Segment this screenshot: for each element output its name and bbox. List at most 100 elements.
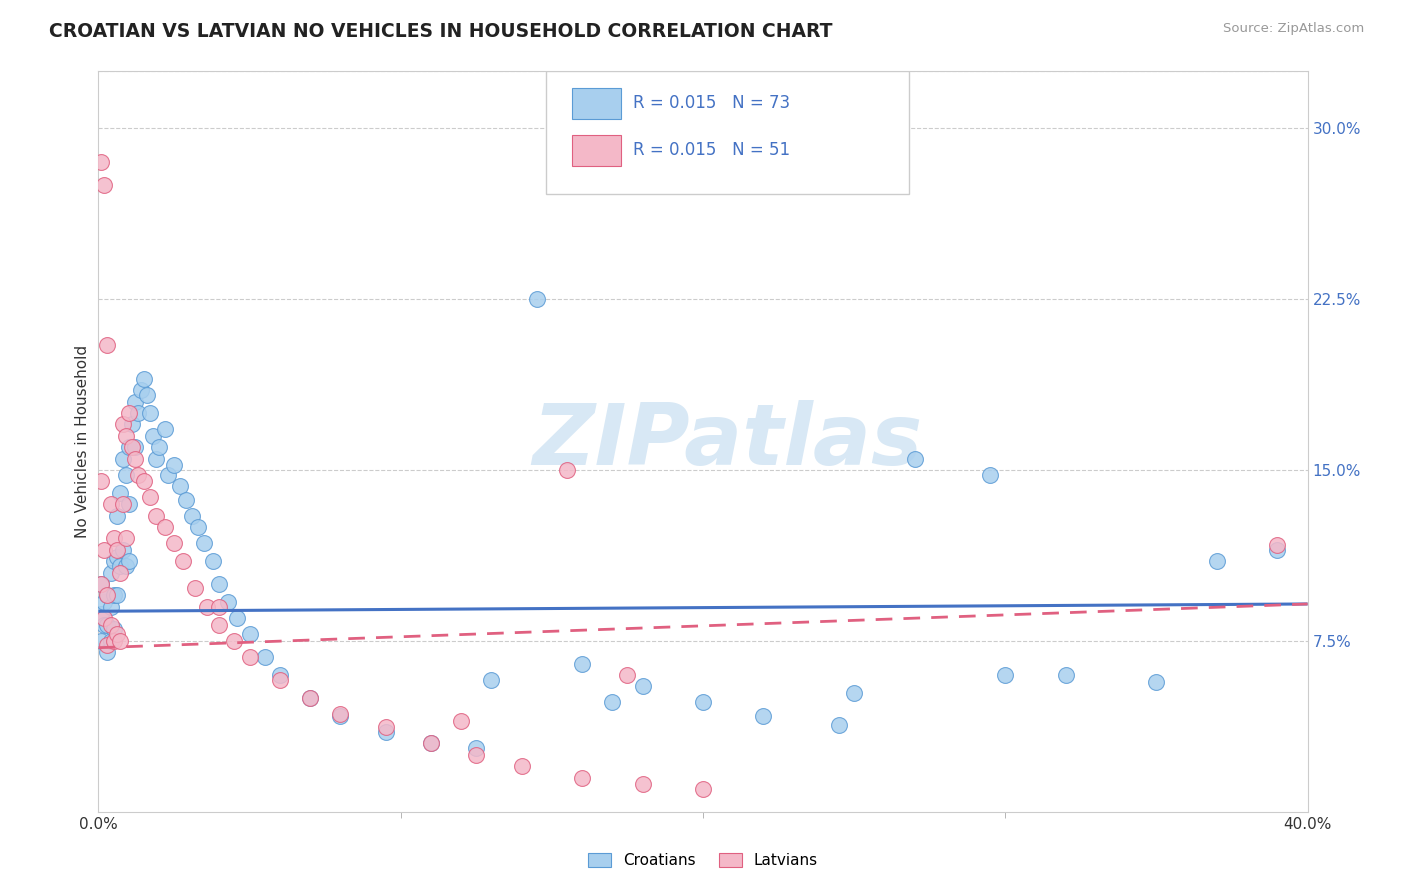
Point [329, 709, 352, 723]
Point [114, 429, 136, 443]
Point [108, 633, 131, 648]
Point [202, 554, 225, 568]
Point [100, 618, 122, 632]
Point [132, 372, 155, 386]
Point [239, 627, 262, 641]
Bar [572, 135, 621, 166]
Point [269, 668, 291, 682]
Point [172, 554, 194, 568]
Point [96, 618, 118, 632]
Point [602, 695, 624, 709]
Point [174, 492, 197, 507]
Point [374, 721, 396, 735]
Point [93, 178, 115, 193]
Point [118, 554, 141, 568]
Point [979, 467, 1001, 482]
Point [374, 725, 396, 739]
Point [132, 475, 155, 489]
Point [90, 155, 112, 169]
Point [145, 508, 167, 523]
Point [96, 337, 118, 351]
Text: R = 0.015   N = 51: R = 0.015 N = 51 [633, 141, 790, 159]
Point [124, 440, 146, 454]
Point [184, 582, 207, 596]
Point [105, 588, 128, 602]
Point [299, 690, 322, 705]
Point [100, 633, 122, 648]
Text: ZIPatlas: ZIPatlas [531, 400, 922, 483]
Point [96, 588, 118, 602]
Point [844, 686, 866, 700]
Point [420, 736, 443, 750]
Point [93, 618, 115, 632]
Point [129, 384, 152, 398]
Point [90, 607, 112, 621]
Point [465, 747, 488, 762]
Point [752, 709, 775, 723]
Point [118, 440, 141, 454]
Legend: Croatians, Latvians: Croatians, Latvians [582, 847, 824, 874]
Point [93, 611, 115, 625]
Point [163, 536, 186, 550]
Point [148, 440, 170, 454]
Point [299, 690, 322, 705]
Point [571, 771, 593, 785]
Text: R = 0.015   N = 73: R = 0.015 N = 73 [633, 95, 790, 112]
Point [108, 558, 131, 573]
Point [139, 406, 162, 420]
Point [96, 639, 118, 653]
Point [510, 759, 533, 773]
Point [111, 542, 134, 557]
Point [163, 458, 186, 473]
Point [994, 668, 1017, 682]
Point [127, 467, 149, 482]
Point [420, 736, 443, 750]
Point [692, 695, 714, 709]
Point [114, 558, 136, 573]
Point [118, 497, 141, 511]
Point [114, 532, 136, 546]
Point [239, 649, 262, 664]
Point [100, 599, 122, 614]
Point [1054, 668, 1077, 682]
Text: Source: ZipAtlas.com: Source: ZipAtlas.com [1223, 22, 1364, 36]
Y-axis label: No Vehicles in Household: No Vehicles in Household [75, 345, 90, 538]
Point [118, 406, 141, 420]
Point [253, 649, 276, 664]
Point [105, 549, 128, 564]
Point [103, 633, 125, 648]
Point [114, 467, 136, 482]
Point [631, 777, 654, 791]
Point [124, 394, 146, 409]
Point [187, 520, 209, 534]
Point [828, 718, 851, 732]
Point [616, 668, 638, 682]
Point [1267, 538, 1289, 552]
Point [108, 485, 131, 500]
Point [124, 451, 146, 466]
Point [111, 417, 134, 432]
Point [692, 781, 714, 796]
Point [142, 429, 165, 443]
Bar [572, 88, 621, 120]
Point [226, 611, 249, 625]
Point [169, 479, 191, 493]
Point [127, 406, 149, 420]
Point [103, 623, 125, 637]
Point [526, 292, 548, 306]
Point [90, 633, 112, 648]
Point [111, 451, 134, 466]
Point [329, 706, 352, 721]
Point [93, 595, 115, 609]
Point [555, 463, 578, 477]
Point [195, 599, 218, 614]
Point [96, 645, 118, 659]
Point [631, 680, 654, 694]
Point [269, 673, 291, 687]
Text: CROATIAN VS LATVIAN NO VEHICLES IN HOUSEHOLD CORRELATION CHART: CROATIAN VS LATVIAN NO VEHICLES IN HOUSE… [49, 22, 832, 41]
Point [153, 520, 176, 534]
Point [571, 657, 593, 671]
Point [1144, 674, 1167, 689]
Point [105, 542, 128, 557]
Point [904, 451, 927, 466]
